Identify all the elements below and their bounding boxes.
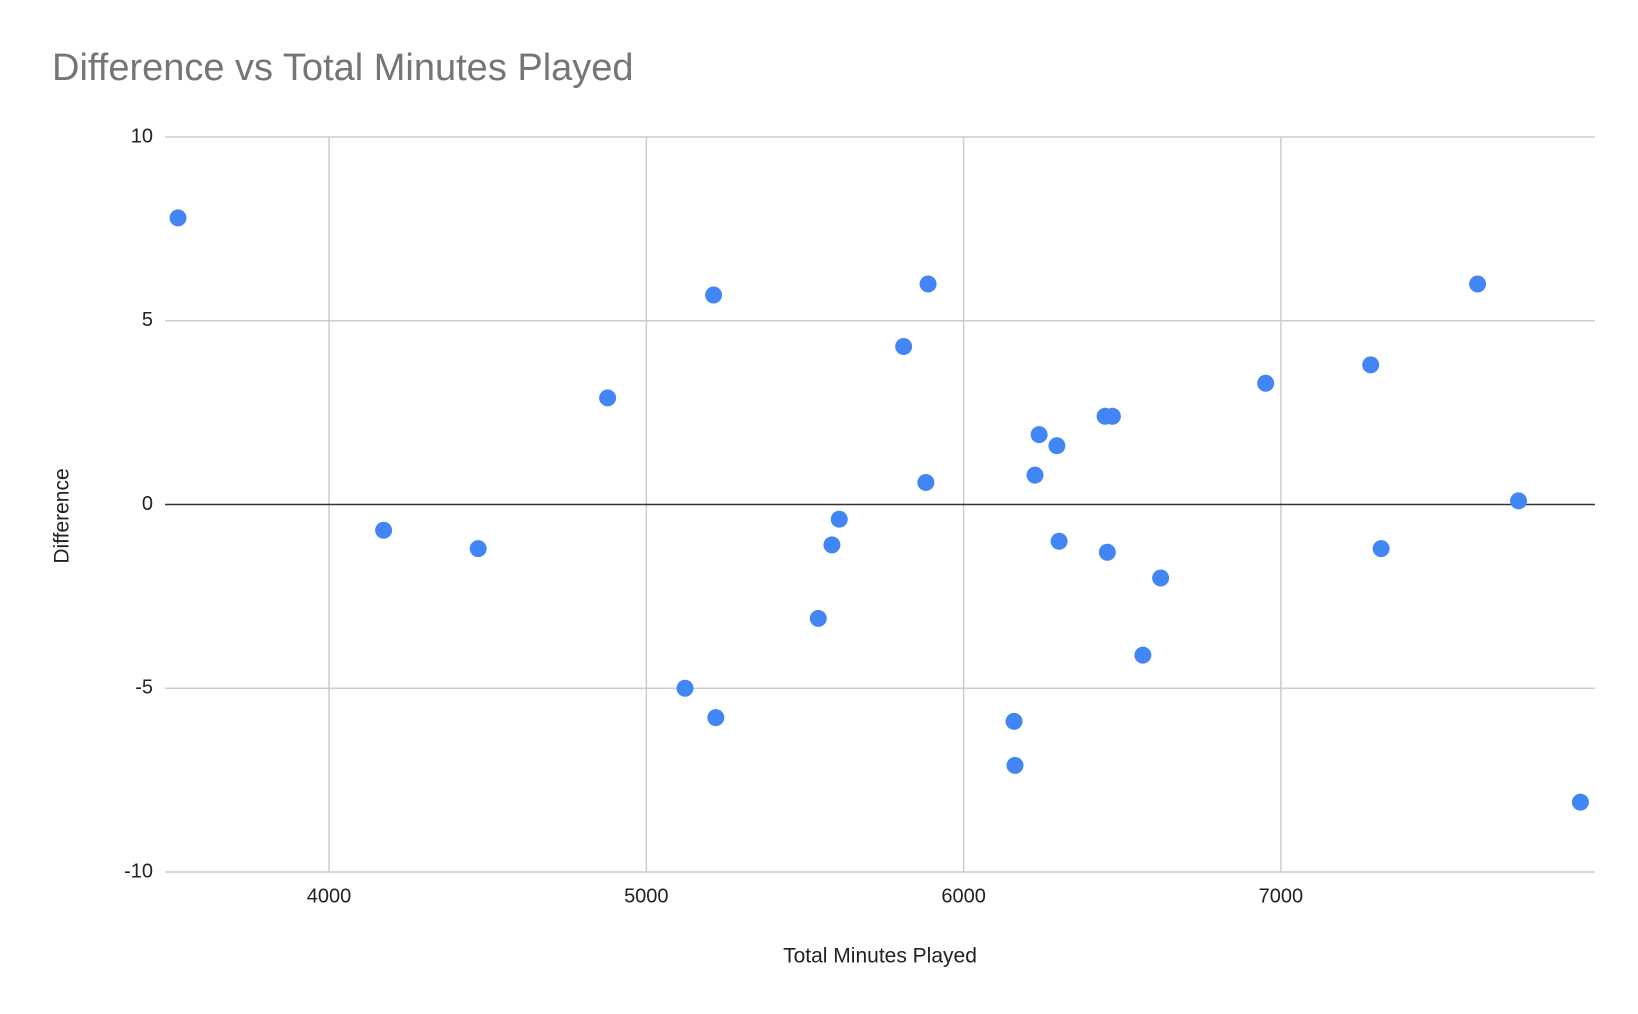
point — [707, 709, 725, 727]
point — [469, 540, 487, 558]
point — [1006, 756, 1024, 774]
point — [1152, 569, 1170, 587]
x-tick-label: 7000 — [1259, 885, 1304, 907]
point — [375, 521, 393, 539]
point — [1103, 407, 1121, 425]
point — [919, 275, 937, 293]
point — [1469, 275, 1487, 293]
point — [809, 609, 827, 627]
point — [1098, 543, 1116, 561]
chart-title: Difference vs Total Minutes Played — [52, 47, 634, 89]
x-tick-label: 5000 — [624, 885, 669, 907]
point — [169, 209, 187, 227]
y-tick-label: 0 — [142, 493, 153, 515]
point — [1030, 426, 1048, 444]
y-axis-label: Difference — [51, 468, 74, 563]
y-tick-label: 5 — [142, 309, 153, 331]
point — [1005, 712, 1023, 730]
point — [1050, 532, 1068, 550]
point — [676, 679, 694, 697]
point — [599, 389, 617, 407]
x-tick-label: 6000 — [941, 885, 986, 907]
point — [1134, 646, 1152, 664]
x-tick-label: 4000 — [307, 885, 352, 907]
point — [823, 536, 841, 554]
point — [830, 510, 848, 528]
point — [705, 286, 723, 304]
point — [895, 337, 913, 355]
point — [1571, 793, 1589, 811]
point — [1026, 466, 1044, 484]
point — [1362, 356, 1380, 374]
y-tick-label: 10 — [131, 125, 153, 147]
point — [917, 473, 935, 491]
y-tick-label: -10 — [124, 860, 153, 882]
point — [1372, 540, 1390, 558]
y-tick-label: -5 — [135, 677, 153, 699]
x-axis-label: Total Minutes Played — [783, 945, 977, 968]
point — [1510, 492, 1528, 510]
point — [1257, 374, 1275, 392]
point — [1048, 437, 1066, 455]
